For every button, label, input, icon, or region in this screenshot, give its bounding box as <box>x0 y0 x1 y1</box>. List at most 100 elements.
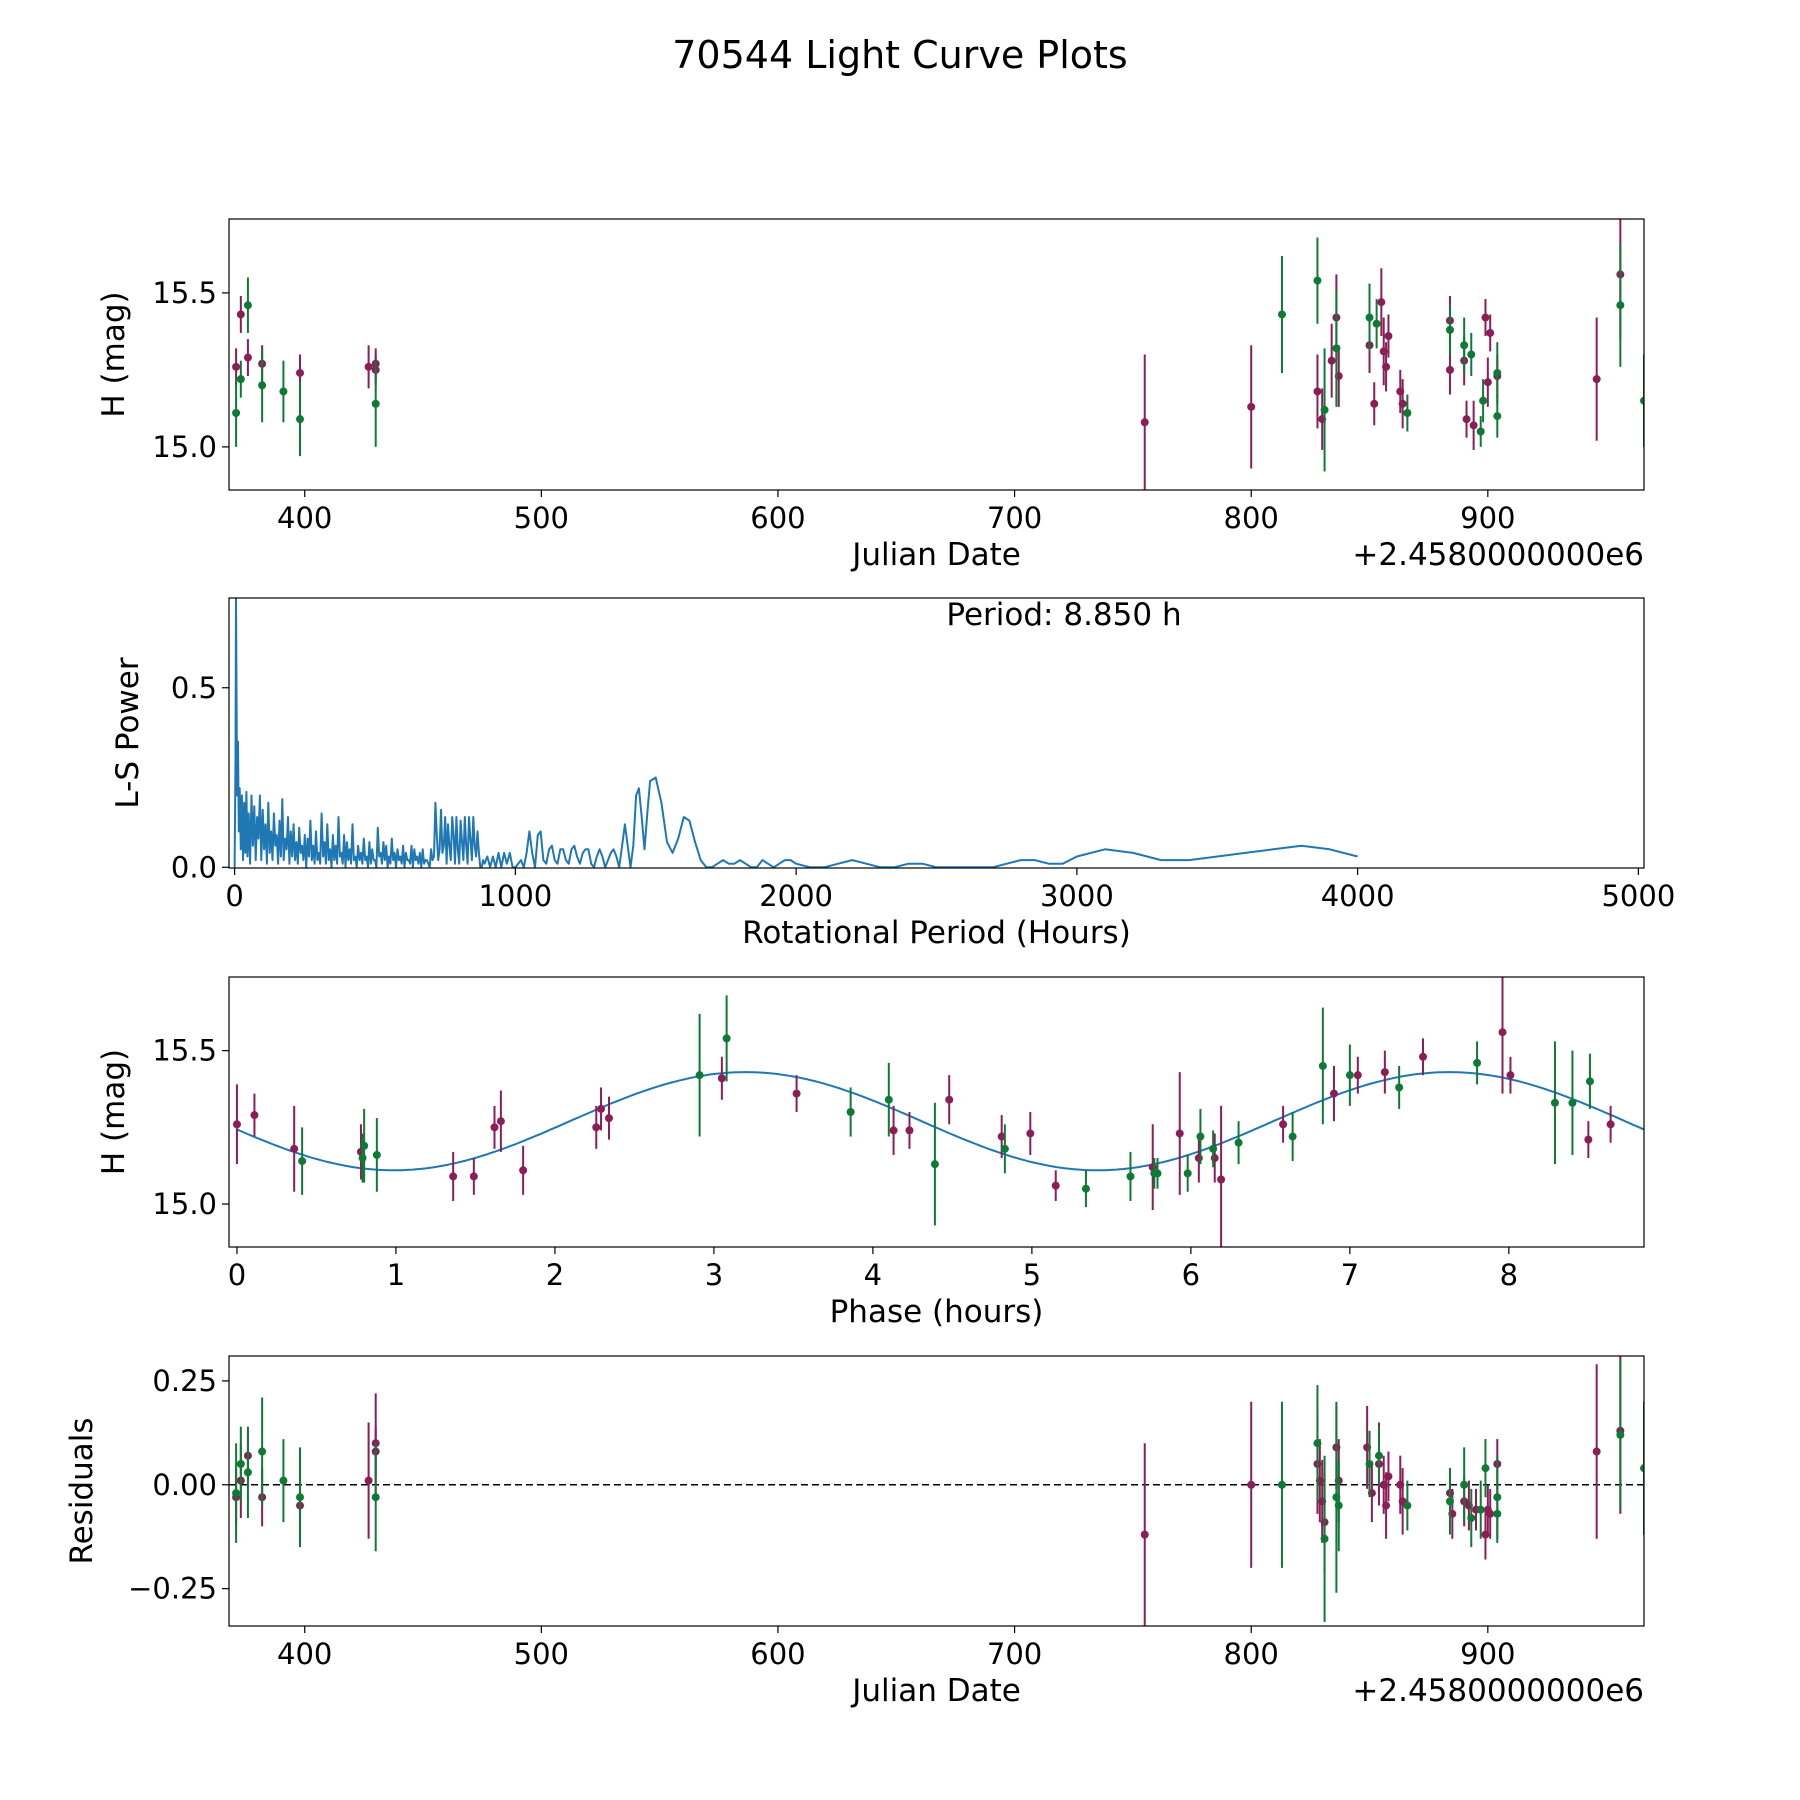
residuals-point-green <box>1365 1430 1374 1498</box>
phased-ticks: 0 1 2 3 4 5 6 7 8 15.0 15.5 <box>152 1034 1518 1292</box>
lightcurve-point-green <box>232 379 241 447</box>
lightcurve-point-red <box>1327 323 1336 398</box>
phased-point-red <box>1051 1170 1060 1201</box>
phased-point-green <box>1473 1041 1482 1085</box>
phased-point-red <box>469 1158 478 1195</box>
x-tick-label: 3 <box>705 1258 723 1292</box>
phased-point-red <box>232 1084 241 1165</box>
lightcurve-point-red <box>1370 382 1379 426</box>
residuals-frame <box>228 1355 1645 1627</box>
phased-point-red <box>1380 1050 1389 1094</box>
x-tick-label: 5000 <box>1601 879 1675 913</box>
residuals-point-red <box>1592 1364 1601 1539</box>
phased-point-green <box>1550 1041 1559 1165</box>
lightcurve-point-green <box>258 348 267 423</box>
residuals-plot-area <box>229 1356 1644 1626</box>
phased-point-red <box>1353 1056 1362 1094</box>
lightcurve-point-red <box>1481 299 1490 337</box>
phased-point-green <box>1288 1112 1297 1162</box>
residuals-point-green <box>1445 1468 1454 1535</box>
lightcurve-point-green <box>279 360 288 423</box>
y-tick-label: 0.0 <box>171 850 217 884</box>
phased-point-green <box>930 1102 939 1226</box>
residuals-x-label: Julian Date <box>850 1673 1021 1709</box>
lightcurve-point-green <box>1403 394 1412 432</box>
residuals-point-green <box>1320 1455 1329 1622</box>
y-tick-label: 0.00 <box>152 1468 217 1502</box>
x-tick-label: 2000 <box>759 879 833 913</box>
lightcurve-point-red <box>1382 342 1391 392</box>
residuals-point-green <box>1313 1385 1322 1502</box>
phased-point-red <box>592 1105 601 1149</box>
x-tick-label: 600 <box>750 501 805 535</box>
periodogram-x-label: Rotational Period (Hours) <box>742 915 1131 951</box>
residuals-point-green <box>279 1439 288 1523</box>
lightcurve-point-green <box>1277 255 1286 373</box>
residuals-point-green <box>371 1443 380 1552</box>
x-tick-label: 600 <box>750 1637 805 1671</box>
y-tick-label: 15.0 <box>152 430 217 464</box>
phased-point-red <box>597 1087 606 1131</box>
residuals-point-green <box>1277 1401 1286 1568</box>
residuals-point-red <box>1247 1401 1256 1568</box>
lightcurve-point-green <box>1372 299 1381 349</box>
y-tick-label: −0.25 <box>128 1572 217 1606</box>
phased-point-red <box>519 1145 528 1195</box>
x-tick-label: 500 <box>514 1637 569 1671</box>
phased-point-red <box>290 1105 299 1192</box>
residuals-point-green <box>1460 1447 1469 1523</box>
lightcurve-point-green <box>1493 342 1502 404</box>
residuals-point-green <box>1403 1480 1412 1531</box>
periodogram-frame <box>228 597 1645 869</box>
x-tick-label: 1 <box>387 1258 405 1292</box>
phased-point-red <box>717 1056 726 1100</box>
x-tick-label: 8 <box>1500 1258 1518 1292</box>
x-tick-label: 6 <box>1182 1258 1200 1292</box>
lightcurve-point-green <box>1320 348 1329 472</box>
lightcurve-y-label: H (mag) <box>96 291 132 417</box>
phased-point-green <box>1395 1065 1404 1109</box>
x-tick-label: 500 <box>514 501 569 535</box>
phased-point-red <box>1498 977 1507 1094</box>
lightcurve-point-red <box>364 345 373 389</box>
phased-point-red <box>1175 1072 1184 1195</box>
residuals-point-green <box>1476 1480 1485 1539</box>
lightcurve-point-red <box>1592 317 1601 441</box>
y-tick-label: 0.5 <box>171 671 217 705</box>
periodogram-panel: 0 1000 2000 3000 4000 5000 0.0 0.5 Rotational P… <box>110 597 1675 951</box>
period-annotation: Period: 8.850 h <box>946 597 1181 633</box>
phased-point-red <box>490 1105 499 1149</box>
lightcurve-point-green <box>1493 394 1502 438</box>
fit-curve <box>236 1071 1644 1172</box>
x-tick-label: 5 <box>1023 1258 1041 1292</box>
residuals-point-green <box>1334 1459 1343 1552</box>
residuals-point-green <box>295 1447 304 1548</box>
lightcurve-offset-label: +2.4580000000e6 <box>1352 537 1644 573</box>
phased-point-red <box>1606 1105 1615 1143</box>
residuals-point-red <box>1384 1451 1393 1502</box>
x-tick-label: 7 <box>1341 1258 1359 1292</box>
residuals-point-green <box>232 1443 241 1543</box>
phased-point-green <box>1568 1050 1577 1155</box>
x-tick-label: 4000 <box>1321 879 1395 913</box>
x-tick-label: 3000 <box>1040 879 1114 913</box>
lightcurve-point-green <box>1460 317 1469 373</box>
y-tick-label: 15.5 <box>152 1034 217 1068</box>
phased-marks <box>232 977 1644 1247</box>
phased-point-green <box>372 1118 381 1192</box>
x-tick-label: 900 <box>1460 501 1515 535</box>
lightcurve-point-red <box>1384 314 1393 358</box>
phased-point-green <box>884 1062 893 1137</box>
lightcurve-point-green <box>1365 283 1374 352</box>
x-tick-label: 900 <box>1460 1637 1515 1671</box>
y-tick-label: 15.5 <box>152 276 217 310</box>
residuals-point-red <box>1486 1488 1495 1539</box>
x-tick-label: 800 <box>1224 1637 1279 1671</box>
phased-point-red <box>1210 1133 1219 1183</box>
residuals-offset-label: +2.4580000000e6 <box>1352 1673 1644 1709</box>
phased-point-green <box>1126 1151 1135 1201</box>
phased-point-green <box>1000 1124 1009 1174</box>
residuals-point-green <box>236 1426 245 1502</box>
residuals-panel: 400 500 600 700 800 900 0.25 0.00 −0.25 Julian D… <box>64 1355 1645 1709</box>
